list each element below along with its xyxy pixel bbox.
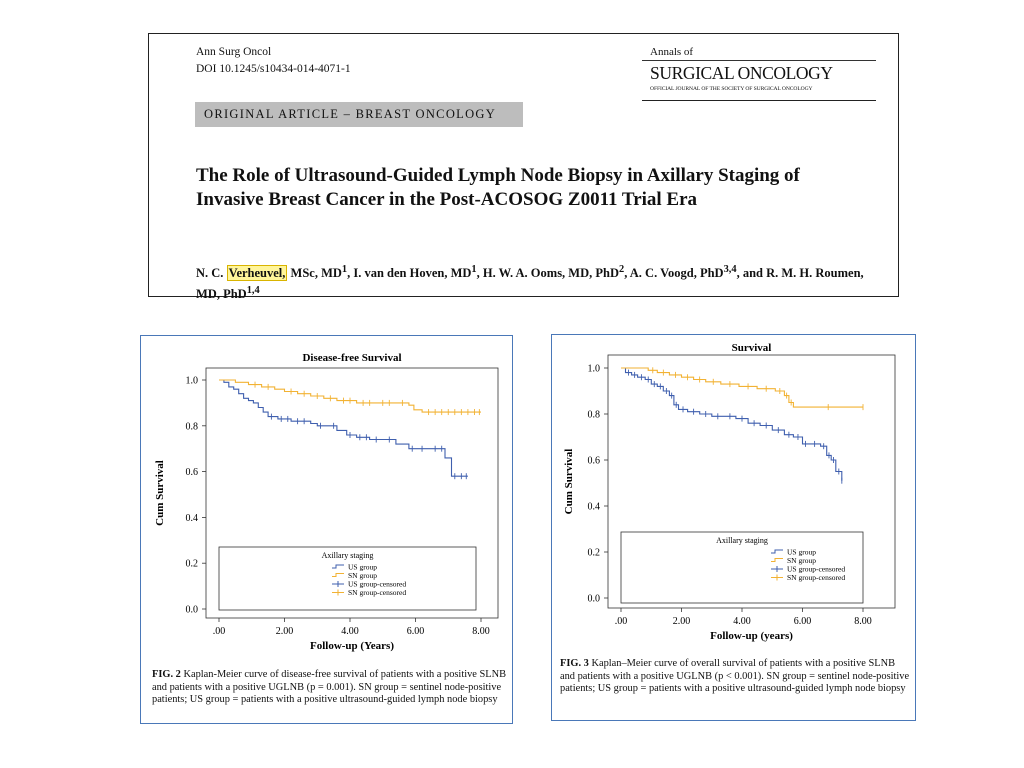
legend-entry: US group bbox=[348, 563, 377, 572]
y-tick-label: 0.8 bbox=[186, 421, 199, 432]
x-tick-label: 2.00 bbox=[276, 626, 294, 637]
journal-logo: Annals of SURGICAL ONCOLOGY OFFICIAL JOU… bbox=[642, 46, 877, 102]
section-label: ORIGINAL ARTICLE – BREAST ONCOLOGY bbox=[204, 107, 497, 121]
figure-2-panel: Disease-free Survival 0.0 0.2 0.4 0.6 0.8 1.0.… bbox=[140, 335, 513, 724]
figure-3-chart: Survival 0.0 0.2 0.4 0.6 0.8 1.0 .00 2.00 4.00 6.0… bbox=[563, 342, 896, 642]
section-banner: ORIGINAL ARTICLE – BREAST ONCOLOGY bbox=[195, 102, 523, 127]
article-title: The Role of Ultrasound-Guided Lymph Node… bbox=[196, 165, 800, 210]
x-tick-label: 8.00 bbox=[472, 626, 490, 637]
us-group-curve bbox=[621, 367, 843, 481]
doi: DOI 10.1245/s10434-014-4071-1 bbox=[196, 63, 351, 75]
x-tick-label: .00 bbox=[615, 616, 628, 627]
logo-top-text: Annals of bbox=[650, 46, 694, 58]
y-tick-label: 0.4 bbox=[588, 502, 601, 513]
y-tick-label: 0.0 bbox=[588, 594, 601, 605]
y-axis-label: Cum Survival bbox=[154, 460, 166, 526]
figure-3-caption: FIG. 3 Kaplan–Meier curve of overall sur… bbox=[560, 658, 910, 696]
plot-frame bbox=[205, 367, 499, 619]
caption-text: Kaplan-Meier curve of disease-free survi… bbox=[152, 669, 507, 706]
author-prefix: N. C. bbox=[196, 266, 227, 281]
plot-frame bbox=[607, 354, 896, 609]
legend-entry: US group-censored bbox=[787, 565, 845, 574]
x-tick-label: .00 bbox=[213, 626, 226, 637]
chart-title: Disease-free Survival bbox=[302, 352, 401, 364]
legend-swatch bbox=[771, 549, 783, 554]
figure-3-panel: Survival 0.0 0.2 0.4 0.6 0.8 1.0 .00 2.00 4.00 6.0… bbox=[551, 334, 916, 721]
legend-swatch bbox=[332, 573, 344, 577]
journal-abbreviation: Ann Surg Oncol bbox=[196, 46, 272, 58]
x-tick-label: 6.00 bbox=[407, 626, 425, 637]
chart-title: Survival bbox=[732, 342, 772, 354]
y-tick-label: 0.4 bbox=[186, 513, 199, 524]
article-header: Ann Surg Oncol DOI 10.1245/s10434-014-40… bbox=[148, 33, 899, 301]
y-tick-label: 0.2 bbox=[186, 559, 199, 570]
legend-swatch bbox=[771, 558, 783, 562]
caption-label: FIG. 3 bbox=[560, 658, 589, 669]
figure-2-caption: FIG. 2 Kaplan-Meier curve of disease-fre… bbox=[152, 669, 507, 707]
figure-2-chart: Disease-free Survival 0.0 0.2 0.4 0.6 0.8 1.0.… bbox=[154, 352, 499, 652]
author-list: N. C. Verheuvel, MSc, MD1, I. van den Ho… bbox=[196, 261, 876, 303]
logo-rule bbox=[642, 100, 876, 101]
legend-box bbox=[620, 531, 864, 604]
y-tick-label: 1.0 bbox=[588, 364, 601, 375]
us-group-curve bbox=[219, 379, 468, 477]
logo-rule bbox=[642, 60, 876, 61]
x-tick-label: 4.00 bbox=[341, 626, 359, 637]
y-tick-label: 0.8 bbox=[588, 410, 601, 421]
legend-title: Axillary staging bbox=[322, 551, 374, 560]
legend-entry: SN group bbox=[787, 556, 816, 565]
y-tick-label: 0.6 bbox=[186, 467, 199, 478]
legend-box bbox=[218, 546, 477, 611]
x-tick-label: 4.00 bbox=[733, 616, 751, 627]
legend-entry: SN group-censored bbox=[348, 588, 406, 597]
logo-name: SURGICAL ONCOLOGY bbox=[650, 63, 833, 83]
x-axis-label: Follow-up (years) bbox=[710, 630, 793, 642]
x-tick-label: 2.00 bbox=[673, 616, 691, 627]
y-tick-label: 0.6 bbox=[588, 456, 601, 467]
legend-entry: SN group bbox=[348, 571, 377, 580]
legend-swatch bbox=[332, 564, 344, 569]
legend-entry: SN group-censored bbox=[787, 573, 845, 582]
highlighted-author[interactable]: Verheuvel, bbox=[226, 265, 288, 282]
author-rest: MSc, MD1, I. van den Hoven, MD1, H. W. A… bbox=[196, 264, 864, 302]
caption-text: Kaplan–Meier curve of overall survival o… bbox=[560, 658, 910, 695]
legend-entry: US group bbox=[787, 548, 816, 557]
y-tick-label: 1.0 bbox=[186, 376, 199, 387]
caption-label: FIG. 2 bbox=[152, 669, 181, 680]
legend-entry: US group-censored bbox=[348, 580, 406, 589]
y-tick-label: 0.0 bbox=[186, 605, 199, 616]
y-axis-label: Cum Survival bbox=[563, 449, 575, 515]
logo-subtitle: OFFICIAL JOURNAL OF THE SOCIETY OF SURGI… bbox=[650, 86, 813, 92]
x-tick-label: 6.00 bbox=[794, 616, 812, 627]
x-axis-label: Follow-up (Years) bbox=[310, 640, 394, 652]
y-tick-label: 0.2 bbox=[588, 548, 601, 559]
x-tick-label: 8.00 bbox=[854, 616, 872, 627]
legend-title: Axillary staging bbox=[716, 536, 768, 545]
sn-group-curve bbox=[621, 367, 863, 408]
